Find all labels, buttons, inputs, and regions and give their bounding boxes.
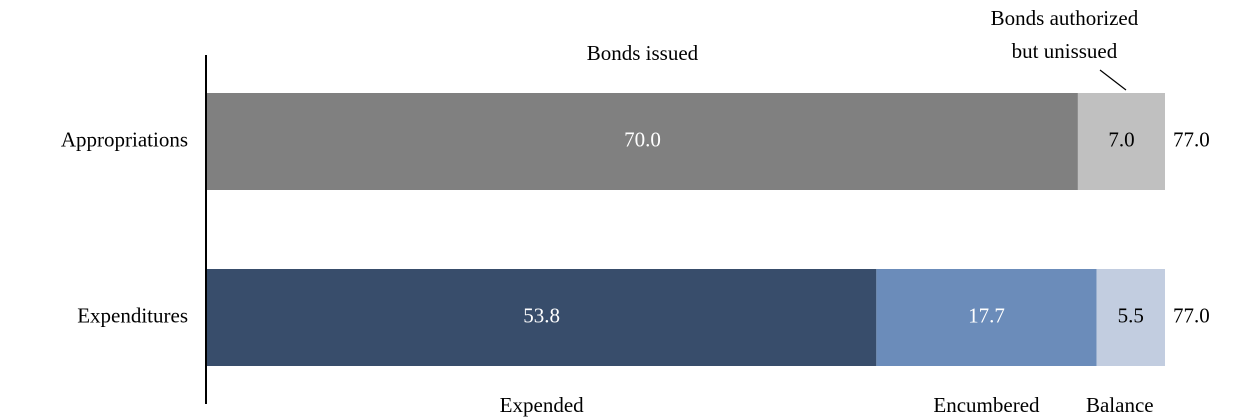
category-label: Expenditures	[77, 303, 188, 327]
bar-segment	[1077, 93, 1165, 190]
segment-name: Balance	[1086, 393, 1154, 417]
total-label: 77.0	[1173, 303, 1210, 327]
bar-segment	[207, 93, 1078, 190]
value-label: 7.0	[1108, 127, 1134, 151]
segment-name: Bonds authorized	[991, 6, 1139, 30]
value-label: 5.5	[1118, 303, 1144, 327]
segment-name: Encumbered	[933, 393, 1040, 417]
segment-name: but unissued	[1012, 39, 1118, 63]
bar-segment	[1096, 269, 1165, 366]
segment-name: Expended	[500, 393, 584, 417]
total-label: 77.0	[1173, 127, 1210, 151]
bar-segment	[207, 269, 877, 366]
bar-segment	[876, 269, 1097, 366]
value-label: 17.7	[968, 303, 1005, 327]
leader-line	[1099, 69, 1127, 91]
value-label: 70.0	[624, 127, 661, 151]
category-label: Appropriations	[61, 127, 188, 151]
segment-name: Bonds issued	[587, 41, 699, 65]
value-label: 53.8	[523, 303, 560, 327]
